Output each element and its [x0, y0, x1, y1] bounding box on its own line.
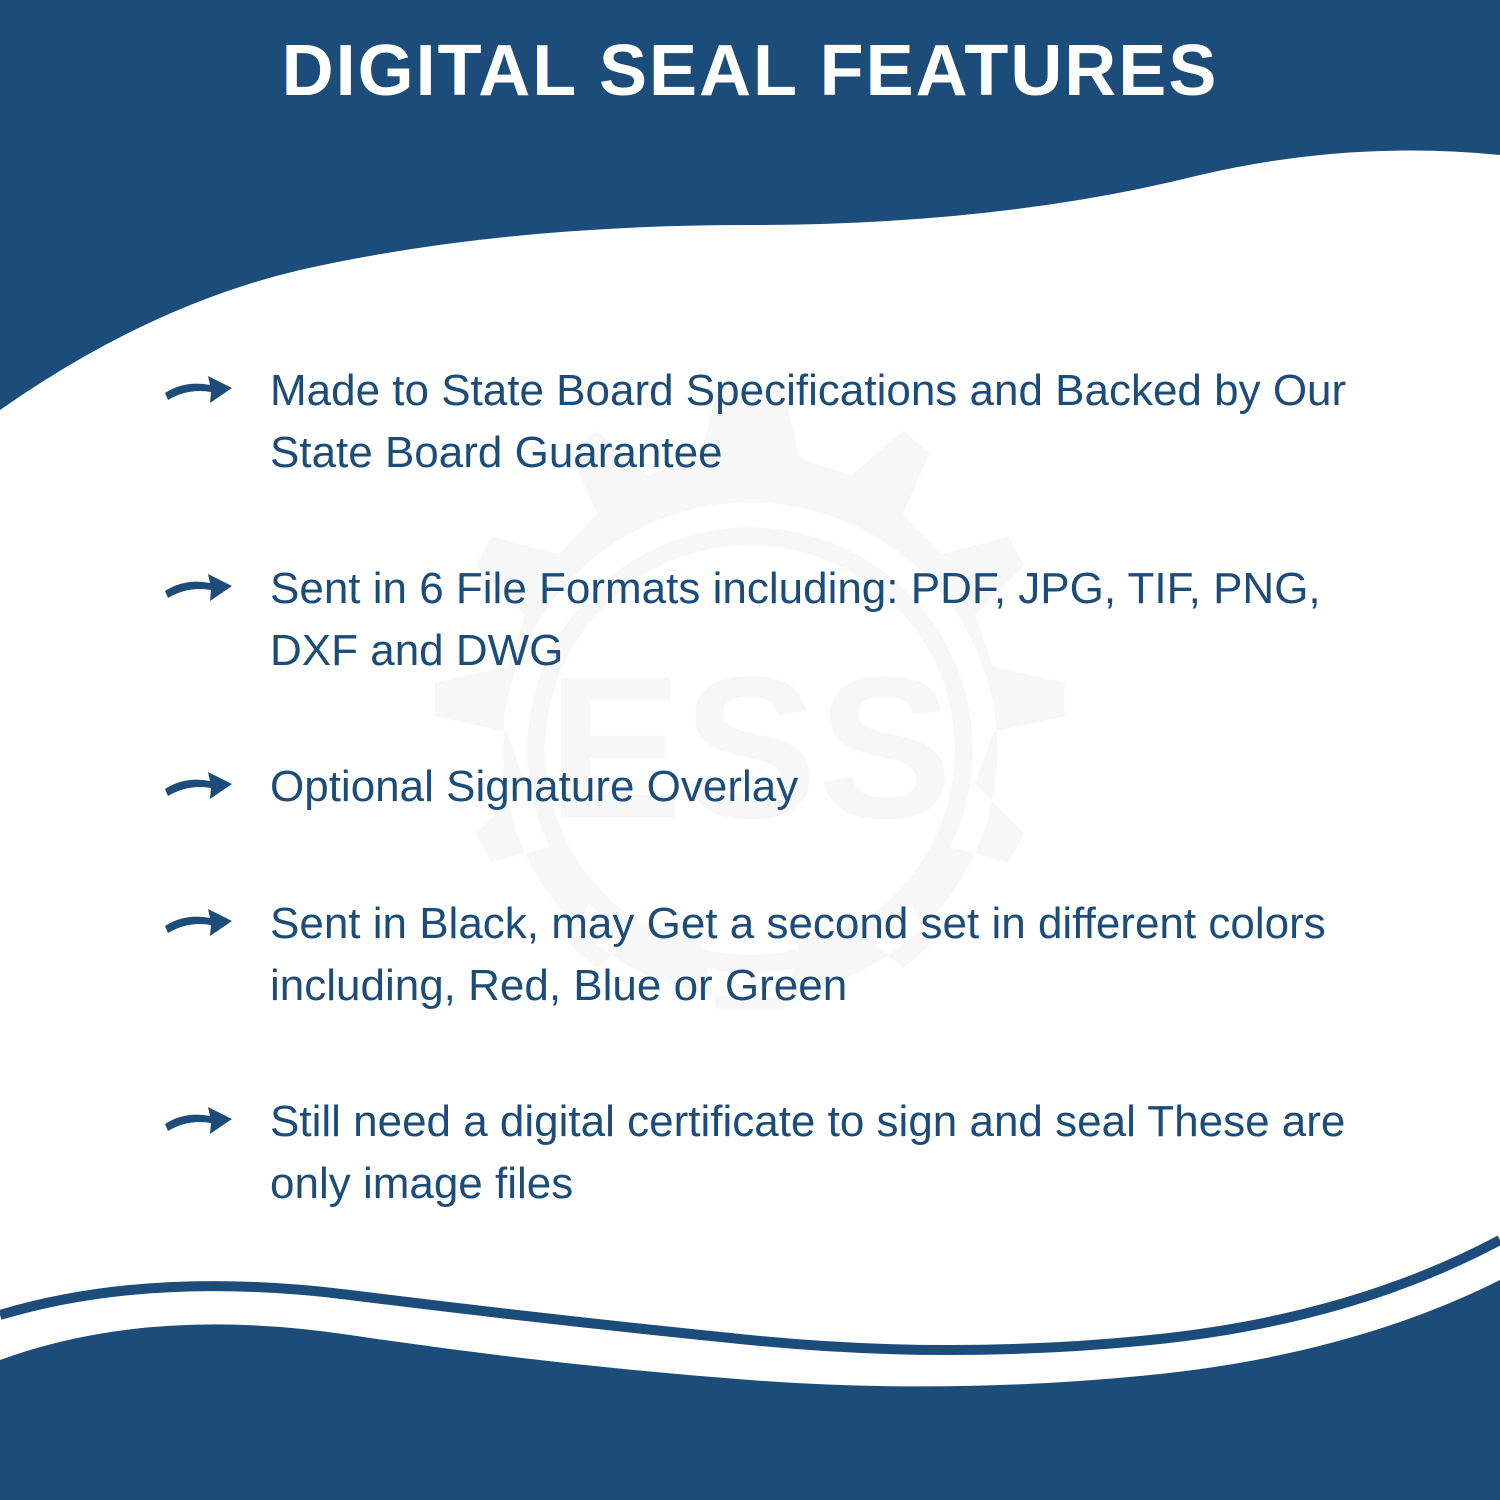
feature-item: Still need a digital certificate to sign… — [160, 1091, 1420, 1214]
infographic-container: ESS DIGITAL SEAL FEATURES Made to State … — [0, 0, 1500, 1500]
arrow-right-icon — [160, 1099, 235, 1139]
feature-text: Sent in Black, may Get a second set in d… — [270, 893, 1420, 1016]
feature-text: Sent in 6 File Formats including: PDF, J… — [270, 558, 1420, 681]
feature-text: Still need a digital certificate to sign… — [270, 1091, 1420, 1214]
arrow-right-icon — [160, 901, 235, 941]
arrow-right-icon — [160, 566, 235, 606]
features-list: Made to State Board Specifications and B… — [160, 360, 1420, 1289]
feature-item: Sent in Black, may Get a second set in d… — [160, 893, 1420, 1016]
arrow-right-icon — [160, 368, 235, 408]
feature-text: Made to State Board Specifications and B… — [270, 360, 1420, 483]
feature-item: Made to State Board Specifications and B… — [160, 360, 1420, 483]
feature-text: Optional Signature Overlay — [270, 756, 798, 818]
page-title: DIGITAL SEAL FEATURES — [0, 30, 1500, 112]
feature-item: Sent in 6 File Formats including: PDF, J… — [160, 558, 1420, 681]
feature-item: Optional Signature Overlay — [160, 756, 1420, 818]
arrow-right-icon — [160, 764, 235, 804]
